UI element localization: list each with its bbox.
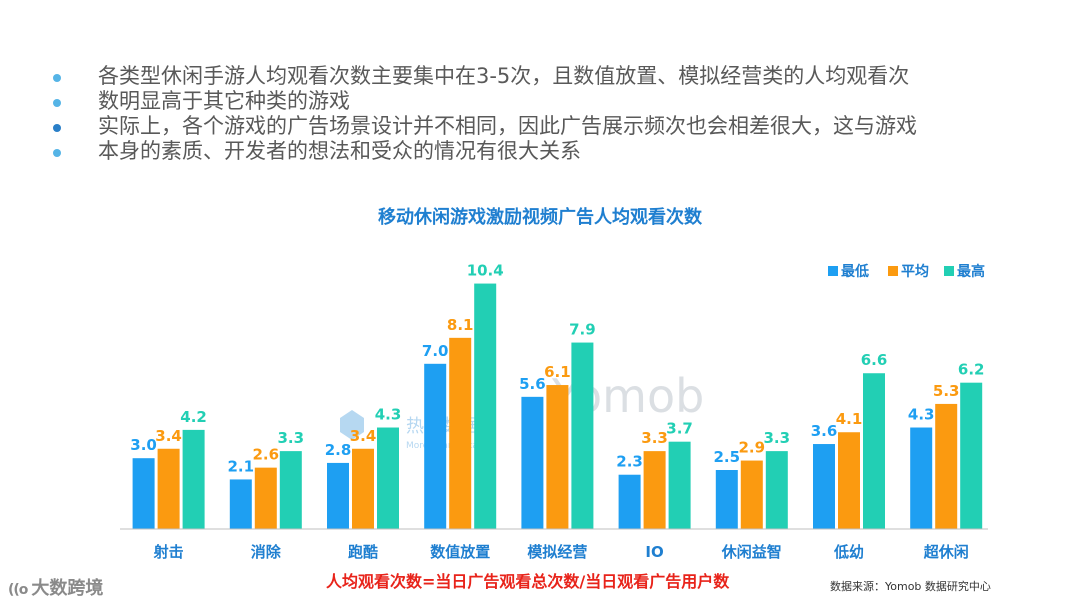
bullet-item: 实际上，各个游戏的广告场景设计并不相同，因此广告展示频次也会相差很大，这与游戏 xyxy=(50,114,1010,139)
data-label-2-2: 4.3 xyxy=(375,406,402,424)
bar-2-1 xyxy=(279,451,302,529)
bars-layer: 3.03.44.22.12.63.32.83.44.37.08.110.45.6… xyxy=(130,262,984,529)
bullet-dot-icon xyxy=(53,124,61,132)
data-label-2-5: 3.7 xyxy=(666,420,693,438)
data-label-0-3: 7.0 xyxy=(422,342,449,360)
bar-1-0 xyxy=(157,448,180,529)
bullet-dot-icon xyxy=(53,99,61,107)
legend: 最低 平均 最高 xyxy=(828,263,985,280)
bullet-text: 本身的素质、开发者的想法和受众的情况有很大关系 xyxy=(98,139,581,163)
data-label-2-8: 6.2 xyxy=(958,361,985,379)
bullet-dot-icon xyxy=(53,74,61,82)
bar-2-5 xyxy=(668,441,691,529)
data-label-0-8: 4.3 xyxy=(908,406,935,424)
brand-logo-icon: ((o xyxy=(8,582,28,598)
data-label-1-5: 3.3 xyxy=(641,429,668,447)
data-label-1-3: 8.1 xyxy=(447,316,474,334)
data-label-0-6: 2.5 xyxy=(714,448,741,466)
x-tick-label-0: 射击 xyxy=(153,543,184,561)
formula-note: 人均观看次数=当日广告观看总次数/当日观看广告用户数 xyxy=(326,572,730,591)
bullet-item: 本身的素质、开发者的想法和受众的情况有很大关系 xyxy=(50,139,1010,164)
data-label-0-4: 5.6 xyxy=(519,375,546,393)
data-label-1-2: 3.4 xyxy=(350,427,377,445)
data-label-1-7: 4.1 xyxy=(836,410,863,428)
bullet-text: 各类型休闲手游人均观看次数主要集中在3-5次，且数值放置、模拟经营类的人均观看次 xyxy=(98,64,910,88)
reyun-logo-icon xyxy=(340,410,364,440)
legend-swatch-1 xyxy=(888,266,898,276)
legend-label-2: 最高 xyxy=(957,263,985,280)
bar-0-6 xyxy=(715,470,738,529)
bullet-item: 各类型休闲手游人均观看次数主要集中在3-5次，且数值放置、模拟经营类的人均观看次 xyxy=(50,64,1010,89)
x-tick-labels: 射击 消除 跑酷 数值放置 模拟经营 IO 休闲益智 低幼 超休闲 xyxy=(153,543,969,561)
bar-1-5 xyxy=(643,451,666,529)
bar-1-1 xyxy=(254,467,277,529)
data-label-1-0: 3.4 xyxy=(155,427,182,445)
data-label-2-7: 6.6 xyxy=(861,351,888,369)
bar-0-0 xyxy=(132,458,155,529)
bar-0-8 xyxy=(910,427,933,529)
legend-swatch-0 xyxy=(828,266,838,276)
bar-2-6 xyxy=(765,451,788,529)
chart-title: 移动休闲游戏激励视频广告人均观看次数 xyxy=(378,207,702,228)
bar-2-0 xyxy=(182,429,205,529)
data-label-0-0: 3.0 xyxy=(130,436,157,454)
bar-0-2 xyxy=(327,462,349,529)
data-label-1-8: 5.3 xyxy=(933,382,960,400)
bullet-item: 数明显高于其它种类的游戏 xyxy=(50,89,1010,114)
bar-1-7 xyxy=(838,432,860,529)
bullet-dot-icon xyxy=(53,149,61,157)
brand-logo: ((o 大数跨境 xyxy=(8,574,103,600)
data-label-2-4: 7.9 xyxy=(569,321,596,339)
bar-0-5 xyxy=(618,474,641,529)
bar-1-3 xyxy=(449,337,472,529)
bar-0-7 xyxy=(813,444,835,529)
bullet-list: 各类型休闲手游人均观看次数主要集中在3-5次，且数值放置、模拟经营类的人均观看次… xyxy=(50,64,1010,164)
bar-2-2 xyxy=(377,427,399,529)
x-tick-label-5: IO xyxy=(645,543,663,561)
data-label-0-5: 2.3 xyxy=(616,453,643,471)
x-tick-label-1: 消除 xyxy=(251,543,282,561)
x-tick-label-7: 低幼 xyxy=(833,543,864,561)
bar-1-8 xyxy=(935,403,958,529)
bar-1-6 xyxy=(740,460,763,529)
data-label-0-7: 3.6 xyxy=(811,422,838,440)
bar-1-2 xyxy=(352,448,374,529)
x-tick-label-2: 跑酷 xyxy=(348,543,378,561)
bar-2-7 xyxy=(863,373,885,529)
data-label-0-2: 2.8 xyxy=(325,441,352,459)
data-label-0-1: 2.1 xyxy=(228,457,255,475)
x-tick-label-6: 休闲益智 xyxy=(721,543,782,561)
bar-2-4 xyxy=(571,342,594,529)
x-tick-label-3: 数值放置 xyxy=(430,543,490,561)
bar-0-1 xyxy=(229,479,252,529)
legend-swatch-2 xyxy=(944,266,954,276)
bar-1-4 xyxy=(546,385,569,529)
brand-name: 大数跨境 xyxy=(31,578,104,599)
data-label-2-3: 10.4 xyxy=(467,262,504,280)
bar-0-3 xyxy=(424,363,447,529)
source-note: 数据来源：Yomob 数据研究中心 xyxy=(830,580,991,593)
bullet-text: 数明显高于其它种类的游戏 xyxy=(98,89,350,113)
data-label-1-6: 2.9 xyxy=(739,439,766,457)
data-label-2-6: 3.3 xyxy=(764,429,791,447)
x-tick-label-4: 模拟经营 xyxy=(527,543,587,561)
bar-0-4 xyxy=(521,396,544,529)
data-label-1-4: 6.1 xyxy=(544,363,571,381)
x-tick-label-8: 超休闲 xyxy=(923,543,969,561)
legend-label-0: 最低 xyxy=(841,263,869,280)
bar-2-8 xyxy=(960,382,983,529)
bullet-text: 实际上，各个游戏的广告场景设计并不相同，因此广告展示频次也会相差很大，这与游戏 xyxy=(98,114,917,138)
data-label-2-1: 3.3 xyxy=(278,429,305,447)
bar-2-3 xyxy=(474,283,497,529)
data-label-1-1: 2.6 xyxy=(253,446,280,464)
legend-label-1: 平均 xyxy=(901,263,929,280)
data-label-2-0: 4.2 xyxy=(180,408,207,426)
